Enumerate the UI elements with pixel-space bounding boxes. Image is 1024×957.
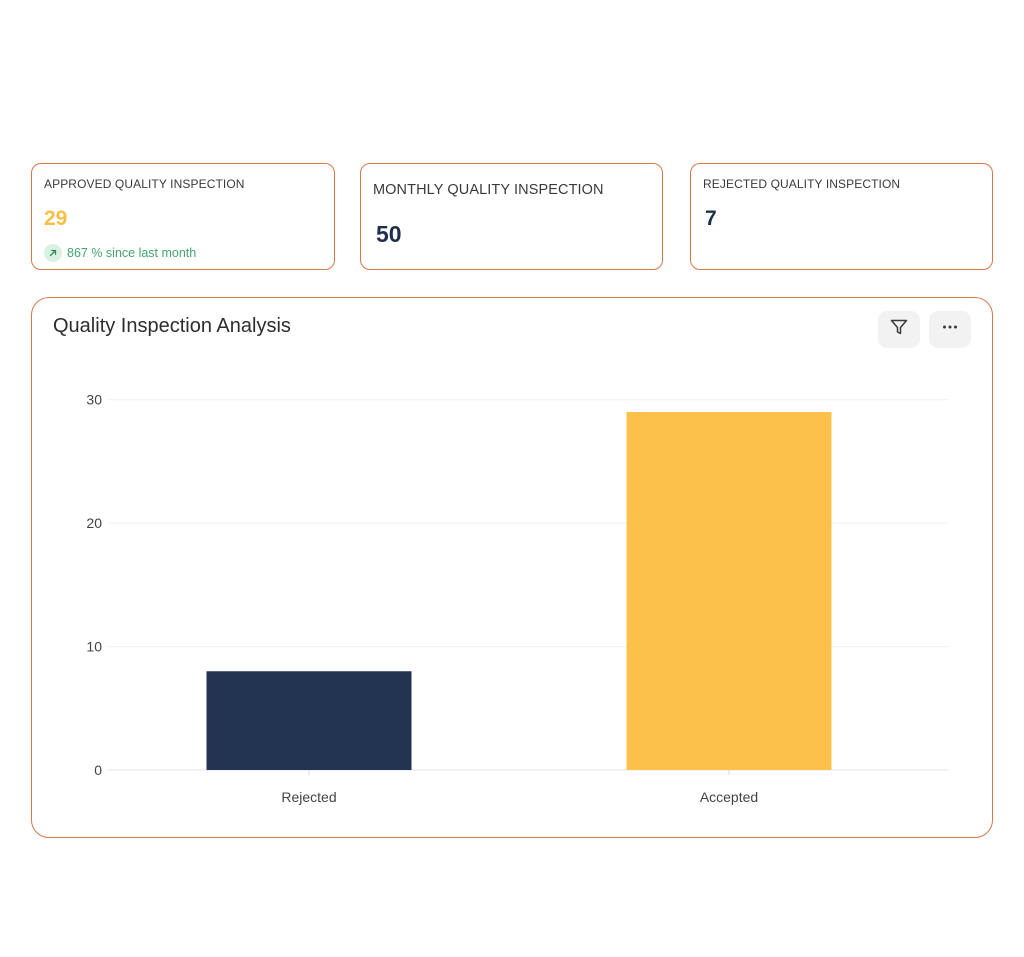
arrow-up-right-icon	[44, 244, 62, 262]
x-tick-label: Rejected	[281, 789, 336, 805]
bar-rejected	[206, 671, 412, 770]
more-options-button[interactable]	[929, 311, 971, 348]
y-tick-label: 10	[86, 639, 102, 655]
chart-title: Quality Inspection Analysis	[53, 315, 291, 337]
approved-card-value: 29	[44, 207, 68, 230]
rejected-card-value: 7	[705, 207, 717, 230]
approved-trend-text: 867 % since last month	[67, 246, 197, 260]
bar-chart: 0 10 20 30 Rejected Accepted	[86, 392, 948, 805]
x-tick-label: Accepted	[700, 789, 758, 805]
approved-quality-inspection-card: APPROVED QUALITY INSPECTION 29 867 % sin…	[31, 163, 335, 270]
rejected-quality-inspection-card: REJECTED QUALITY INSPECTION 7	[690, 163, 993, 270]
more-horizontal-icon	[940, 317, 960, 342]
filter-icon	[889, 317, 909, 342]
monthly-card-label: MONTHLY QUALITY INSPECTION	[373, 182, 604, 198]
filter-button[interactable]	[878, 311, 920, 348]
y-tick-label: 20	[86, 515, 102, 531]
approved-trend: 867 % since last month	[44, 244, 196, 262]
y-tick-label: 30	[86, 392, 102, 408]
y-tick-label: 0	[94, 762, 102, 778]
quality-inspection-analysis-panel: 0 10 20 30 Rejected Accepted Quality Inspecti…	[31, 297, 993, 838]
approved-card-label: APPROVED QUALITY INSPECTION	[44, 177, 245, 191]
monthly-card-value: 50	[376, 221, 402, 247]
bar-accepted	[626, 412, 832, 770]
rejected-card-label: REJECTED QUALITY INSPECTION	[703, 177, 901, 191]
monthly-quality-inspection-card: MONTHLY QUALITY INSPECTION 50	[360, 163, 663, 270]
